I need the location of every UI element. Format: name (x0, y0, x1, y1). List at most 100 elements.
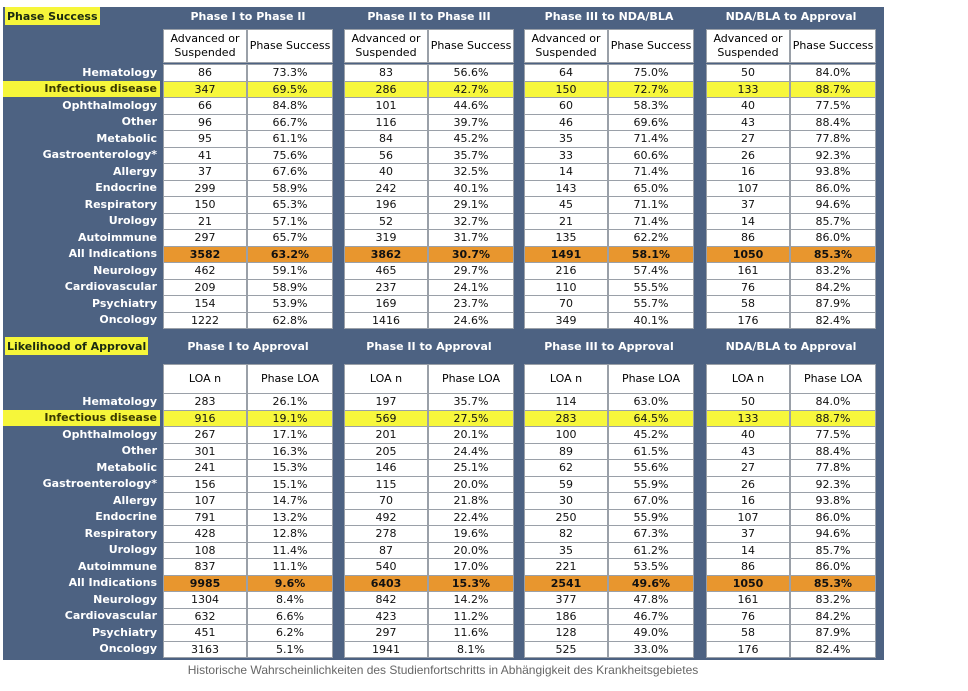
count-cell: 76 (706, 607, 790, 625)
percent-cell: 49.0% (608, 624, 694, 642)
row-label: Gastroenterology* (42, 148, 157, 162)
column-header: Phase Success (247, 29, 333, 63)
percent-cell: 63.2% (247, 245, 333, 263)
count-cell: 59 (524, 475, 608, 493)
count-cell: 27 (706, 459, 790, 477)
row-label: Other (121, 115, 157, 129)
percent-cell: 17.1% (247, 426, 333, 444)
column-header: LOA n (344, 364, 428, 394)
count-cell: 301 (163, 442, 247, 460)
percent-cell: 14.7% (247, 492, 333, 510)
count-cell: 196 (344, 196, 428, 214)
percent-cell: 59.1% (247, 262, 333, 280)
count-cell: 14 (706, 212, 790, 230)
count-cell: 169 (344, 295, 428, 313)
percent-cell: 15.3% (428, 574, 514, 592)
count-cell: 86 (706, 229, 790, 247)
row-label: Gastroenterology* (42, 477, 157, 491)
row-label: Autoimmune (78, 230, 157, 244)
count-cell: 50 (706, 393, 790, 411)
percent-cell: 61.2% (608, 541, 694, 559)
count-cell: 423 (344, 607, 428, 625)
percent-cell: 30.7% (428, 245, 514, 263)
percent-cell: 86.0% (790, 229, 876, 247)
count-cell: 60 (524, 97, 608, 115)
percent-cell: 84.2% (790, 278, 876, 296)
count-cell: 250 (524, 508, 608, 526)
count-cell: 107 (163, 492, 247, 510)
count-cell: 428 (163, 525, 247, 543)
percent-cell: 87.9% (790, 624, 876, 642)
count-cell: 176 (706, 640, 790, 658)
count-cell: 107 (706, 179, 790, 197)
count-cell: 916 (163, 409, 247, 427)
percent-cell: 72.7% (608, 80, 694, 98)
percent-cell: 25.1% (428, 459, 514, 477)
column-header: Advanced or Suspended (344, 29, 428, 63)
percent-cell: 93.8% (790, 492, 876, 510)
row-label: Oncology (99, 313, 157, 327)
count-cell: 241 (163, 459, 247, 477)
percent-cell: 39.7% (428, 113, 514, 131)
percent-cell: 21.8% (428, 492, 514, 510)
count-cell: 267 (163, 426, 247, 444)
count-cell: 319 (344, 229, 428, 247)
percent-cell: 23.7% (428, 295, 514, 313)
row-label: All Indications (68, 247, 157, 261)
percent-cell: 88.4% (790, 113, 876, 131)
group-header: NDA/BLA to Approval (725, 339, 857, 353)
percent-cell: 77.8% (790, 130, 876, 148)
row-label: Ophthalmology (62, 98, 157, 112)
percent-cell: 69.6% (608, 113, 694, 131)
percent-cell: 35.7% (428, 393, 514, 411)
column-header: Advanced or Suspended (706, 29, 790, 63)
percent-cell: 55.9% (608, 475, 694, 493)
percent-cell: 88.7% (790, 409, 876, 427)
count-cell: 100 (524, 426, 608, 444)
count-cell: 377 (524, 591, 608, 609)
group-header: Phase III to Approval (544, 339, 674, 353)
percent-cell: 66.7% (247, 113, 333, 131)
percent-cell: 8.1% (428, 640, 514, 658)
count-cell: 37 (706, 196, 790, 214)
count-cell: 101 (344, 97, 428, 115)
percent-cell: 57.4% (608, 262, 694, 280)
row-label: Neurology (93, 263, 157, 277)
count-cell: 283 (163, 393, 247, 411)
percent-cell: 71.4% (608, 212, 694, 230)
count-cell: 27 (706, 130, 790, 148)
count-cell: 297 (163, 229, 247, 247)
percent-cell: 60.6% (608, 146, 694, 164)
percent-cell: 44.6% (428, 97, 514, 115)
percent-cell: 53.9% (247, 295, 333, 313)
row-label: Infectious disease (3, 80, 160, 97)
count-cell: 30 (524, 492, 608, 510)
percent-cell: 13.2% (247, 508, 333, 526)
count-cell: 3163 (163, 640, 247, 658)
percent-cell: 61.5% (608, 442, 694, 460)
count-cell: 62 (524, 459, 608, 477)
percent-cell: 84.2% (790, 607, 876, 625)
count-cell: 286 (344, 80, 428, 98)
count-cell: 110 (524, 278, 608, 296)
row-label: Psychiatry (92, 625, 157, 639)
percent-cell: 83.2% (790, 262, 876, 280)
percent-cell: 11.1% (247, 558, 333, 576)
percent-cell: 19.1% (247, 409, 333, 427)
percent-cell: 19.6% (428, 525, 514, 543)
count-cell: 150 (163, 196, 247, 214)
count-cell: 64 (524, 64, 608, 82)
count-cell: 186 (524, 607, 608, 625)
percent-cell: 86.0% (790, 558, 876, 576)
group-header: NDA/BLA to Approval (725, 9, 857, 23)
count-cell: 143 (524, 179, 608, 197)
percent-cell: 77.5% (790, 97, 876, 115)
row-label: Cardiovascular (64, 609, 157, 623)
count-cell: 1050 (706, 245, 790, 263)
percent-cell: 94.6% (790, 525, 876, 543)
column-header: Advanced or Suspended (524, 29, 608, 63)
percent-cell: 88.4% (790, 442, 876, 460)
percent-cell: 15.3% (247, 459, 333, 477)
count-cell: 58 (706, 624, 790, 642)
percent-cell: 73.3% (247, 64, 333, 82)
